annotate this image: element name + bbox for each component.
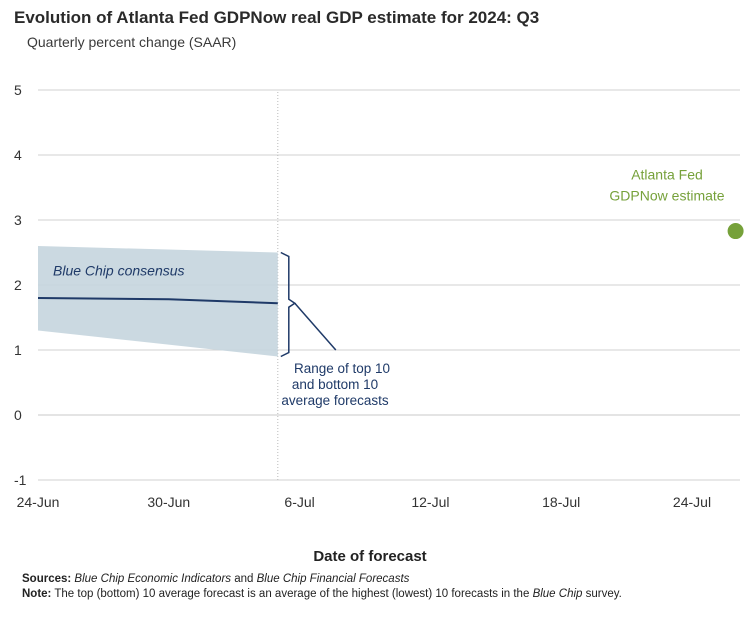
series-point-gdpnow — [727, 223, 744, 240]
sources-source-1: Blue Chip Economic Indicators — [74, 573, 232, 585]
note-text-end: survey. — [585, 588, 622, 600]
y-tick-label: 1 — [14, 342, 22, 358]
gdpnow-label-2: GDPNow estimate — [609, 188, 724, 204]
tick-labels: -1 0 1 2 3 4 5 24-Jun 30-Jun 6-Jul 12-Jul 18-Jul 24-… — [14, 82, 711, 510]
x-tick-label: 6-Jul — [284, 494, 314, 510]
sources-label: Sources: — [22, 573, 72, 585]
series-line-consensus — [37, 297, 278, 305]
note-line: Note: The top (bottom) 10 average foreca… — [22, 587, 737, 602]
range-label-1: Range of top 10 — [294, 361, 390, 376]
y-tick-label: 2 — [14, 277, 22, 293]
range-label-3: average forecasts — [281, 393, 389, 408]
x-tick-label: 18-Jul — [542, 494, 580, 510]
y-tick-label: 3 — [14, 212, 22, 228]
note-text: The top (bottom) 10 average forecast is … — [54, 588, 530, 600]
sources-and: and — [234, 573, 254, 585]
y-tick-label: 4 — [14, 147, 22, 163]
range-bracket — [280, 251, 297, 358]
range-band-layer — [38, 246, 278, 357]
consensus-label: Blue Chip consensus — [53, 262, 185, 278]
annotations: Blue Chip consensus Atlanta Fed GDPNow est… — [53, 167, 725, 408]
note-label: Note: — [22, 588, 52, 600]
range-label-2: and bottom 10 — [292, 377, 378, 392]
x-tick-label: 24-Jun — [17, 494, 60, 510]
x-tick-label: 30-Jun — [147, 494, 190, 510]
gdpnow-label-1: Atlanta Fed — [631, 167, 703, 183]
y-tick-label: 0 — [14, 407, 22, 423]
sources-source-2: Blue Chip Financial Forecasts — [256, 573, 410, 585]
x-tick-label: 12-Jul — [411, 494, 449, 510]
range-leader-line — [294, 302, 337, 351]
x-tick-label: 24-Jul — [673, 494, 711, 510]
chart-footer: Sources: Blue Chip Economic Indicators a… — [22, 572, 737, 602]
y-tick-label: -1 — [14, 472, 27, 488]
range-band — [38, 246, 278, 357]
chart-title: Evolution of Atlanta Fed GDPNow real GDP… — [14, 8, 540, 27]
series-layer — [37, 223, 744, 305]
y-tick-label: 5 — [14, 82, 22, 98]
line-chart: -1 0 1 2 3 4 5 24-Jun 30-Jun 6-Jul 12-Jul 18-Jul 24-… — [14, 82, 744, 565]
chart-subtitle: Quarterly percent change (SAAR) — [27, 34, 237, 50]
x-axis-label: Date of forecast — [313, 548, 426, 565]
note-italic: Blue Chip — [532, 588, 583, 600]
gridlines — [38, 89, 740, 481]
sources-line: Sources: Blue Chip Economic Indicators a… — [22, 572, 737, 587]
